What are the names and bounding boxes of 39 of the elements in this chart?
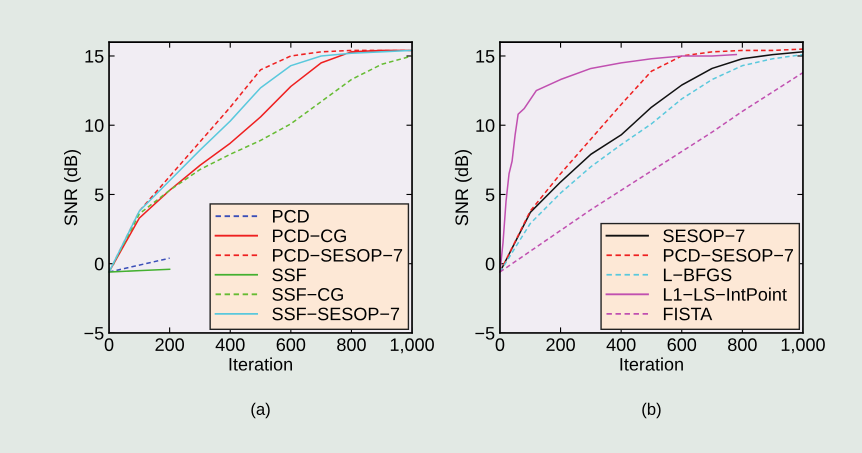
text: (b) xyxy=(642,402,661,418)
x-tick-label: 800 xyxy=(337,338,366,352)
x-tick-label: 200 xyxy=(546,338,575,352)
x-axis-title: Iteration xyxy=(230,357,292,371)
y-tick-label: 15 xyxy=(476,50,494,63)
legend-label: SSF−CG xyxy=(272,288,343,301)
y-tick-label: 15 xyxy=(85,50,104,63)
y-axis-title: SNR (dB) xyxy=(64,150,81,226)
y-axis-title: SNR (dB) xyxy=(454,150,472,226)
text: (a) xyxy=(251,402,270,418)
y-tick-label: 10 xyxy=(476,119,494,132)
legend-label: SESOP−7 xyxy=(663,229,744,242)
y-tick-label: 0 xyxy=(486,258,494,270)
x-axis-title: Iteration xyxy=(620,357,683,371)
legend-label: L1−LS−IntPoint xyxy=(664,288,787,301)
x-tick-label: 0 xyxy=(496,338,504,352)
x-tick-label: 1,000 xyxy=(390,338,434,354)
legend-label: FISTA xyxy=(664,308,712,320)
legend-label: PCD−SESOP−7 xyxy=(273,248,402,262)
x-tick-label: 1,000 xyxy=(782,338,825,354)
x-tick-label: 600 xyxy=(668,338,696,352)
x-tick-label: 400 xyxy=(606,338,636,352)
y-tick-label: 5 xyxy=(94,188,104,202)
y-tick-label: 10 xyxy=(85,119,104,132)
y-tick-label: −5 xyxy=(475,327,494,340)
legend-label: SSF xyxy=(272,268,306,282)
legend-label: PCD−SESOP−7 xyxy=(664,248,794,262)
legend-label: PCD−CG xyxy=(273,229,346,242)
x-tick-label: 800 xyxy=(728,338,757,352)
x-tick-label: 400 xyxy=(216,338,245,352)
x-tick-label: 600 xyxy=(276,338,306,352)
x-tick-label: 200 xyxy=(155,338,184,352)
x-tick-label: 0 xyxy=(104,338,114,352)
y-tick-label: −5 xyxy=(84,327,104,340)
legend-label: SSF−SESOP−7 xyxy=(272,308,400,320)
y-tick-label: 5 xyxy=(486,188,494,202)
y-tick-label: 0 xyxy=(94,258,104,270)
legend-label: PCD xyxy=(273,210,309,223)
legend-label: L−BFGS xyxy=(664,268,732,282)
